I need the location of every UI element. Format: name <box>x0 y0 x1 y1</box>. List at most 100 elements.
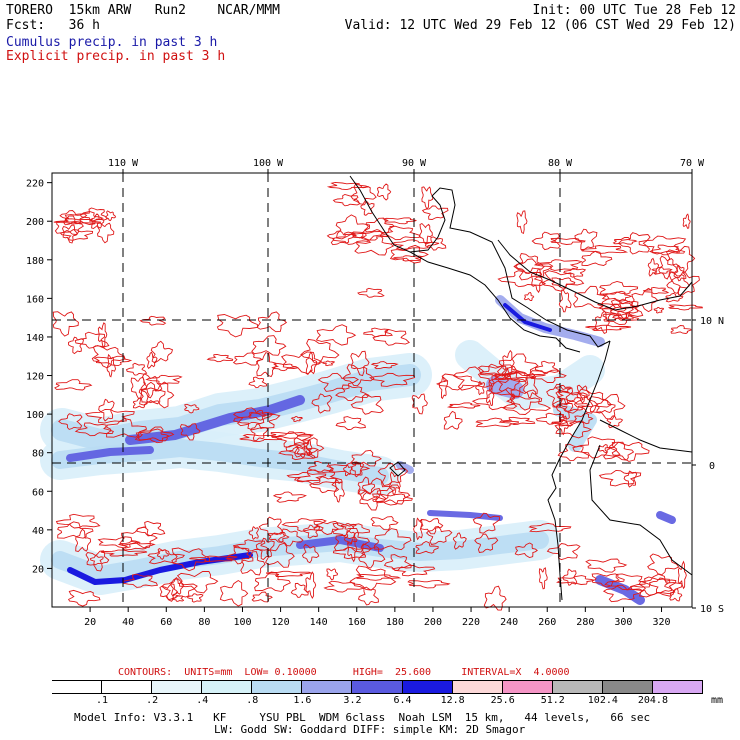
explicit-contour <box>389 244 429 264</box>
explicit-contour <box>184 403 200 414</box>
explicit-contour <box>342 464 353 477</box>
explicit-contour <box>598 469 642 487</box>
coast-south-america <box>547 340 611 601</box>
model-info-line1: Model Info: V3.3.1 KF YSU PBL WDM 6class… <box>74 711 651 724</box>
explicit-contour <box>265 570 313 577</box>
explicit-contour <box>305 351 317 375</box>
precip-band <box>66 446 154 462</box>
explicit-contour <box>550 419 577 427</box>
explicit-contour <box>350 461 365 478</box>
explicit-contour <box>516 210 528 235</box>
explicit-contour <box>596 302 640 312</box>
colorbar-label: .4 <box>196 695 209 706</box>
explicit-contour <box>682 213 691 229</box>
colorbar-swatch <box>402 681 453 693</box>
coast-south-america-east <box>599 419 693 453</box>
explicit-contour <box>581 250 613 266</box>
lat-label: 10 S <box>700 604 724 615</box>
explicit-contour <box>179 423 201 441</box>
explicit-contour <box>373 528 412 551</box>
explicit-contour <box>623 470 638 488</box>
colorbar-label: 51.2 <box>540 695 565 706</box>
colorbar-swatch <box>652 681 703 693</box>
explicit-contour <box>63 211 104 225</box>
explicit-contour <box>248 526 259 540</box>
explicit-contour <box>573 388 613 414</box>
explicit-contour <box>611 441 650 462</box>
explicit-contour <box>326 181 369 191</box>
explicit-contour <box>331 231 372 245</box>
explicit-contour <box>497 373 521 392</box>
x-tick-label: 180 <box>386 617 404 628</box>
y-tick-label: 100 <box>26 410 44 421</box>
explicit-contour <box>251 335 287 356</box>
explicit-contour <box>501 395 552 415</box>
explicit-contour <box>139 315 167 326</box>
explicit-contour <box>594 310 610 334</box>
explicit-contour <box>216 314 258 338</box>
explicit-contour <box>305 571 317 600</box>
explicit-contour <box>489 365 528 398</box>
explicit-contour <box>290 416 303 422</box>
explicit-contour <box>350 393 384 415</box>
explicit-contour <box>514 542 538 558</box>
explicit-contour <box>240 551 266 576</box>
explicit-contour <box>546 383 574 408</box>
explicit-contour <box>134 428 171 444</box>
explicit-contour <box>74 422 114 437</box>
explicit-contour <box>375 484 411 505</box>
explicit-contour <box>677 560 687 590</box>
explicit-contour <box>483 585 507 611</box>
colorbar-swatch <box>552 681 603 693</box>
explicit-contour <box>232 352 263 366</box>
explicit-contour <box>350 183 377 205</box>
explicit-contour <box>531 231 561 251</box>
explicit-contour <box>531 268 543 294</box>
valid-time: Valid: 12 UTC Wed 29 Feb 12 (06 CST Wed … <box>344 18 736 33</box>
precip-band <box>595 575 645 605</box>
explicit-contour <box>256 352 277 378</box>
y-tick-label: 160 <box>26 294 44 305</box>
explicit-contour <box>665 292 684 303</box>
explicit-contour <box>390 239 440 250</box>
explicit-contour <box>498 416 536 425</box>
explicit-contour <box>617 232 651 255</box>
explicit-contour <box>667 304 704 311</box>
explicit-contour <box>97 536 141 549</box>
explicit-contour <box>189 555 238 562</box>
legend-explicit: Explicit precip. in past 3 h <box>6 49 226 64</box>
explicit-contour <box>91 345 126 369</box>
explicit-contour <box>647 553 680 576</box>
explicit-contours <box>52 181 704 611</box>
explicit-contour <box>55 513 101 529</box>
explicit-contour <box>602 313 640 326</box>
explicit-contour <box>558 289 572 313</box>
explicit-contour <box>97 322 108 349</box>
explicit-contour <box>145 374 183 385</box>
x-tick-label: 20 <box>84 617 96 628</box>
explicit-contour <box>598 443 611 454</box>
explicit-contour <box>513 258 554 281</box>
precip-band <box>656 511 676 524</box>
colorbar-swatch <box>252 681 303 693</box>
x-tick-label: 200 <box>424 617 442 628</box>
lon-label: 100 W <box>253 158 284 169</box>
border-andes <box>589 444 693 576</box>
explicit-contour <box>421 205 449 220</box>
explicit-contour <box>538 567 548 590</box>
explicit-contour <box>515 252 545 274</box>
explicit-contour <box>301 543 320 564</box>
explicit-contour <box>572 436 621 459</box>
x-tick-label: 60 <box>160 617 172 628</box>
y-tick-label: 40 <box>32 526 44 537</box>
precip-band <box>125 395 305 445</box>
explicit-contour <box>332 546 372 560</box>
model-title: TORERO 15km ARW Run2 NCAR/MMM <box>6 3 280 18</box>
explicit-contour <box>599 281 639 295</box>
explicit-contour <box>311 393 333 414</box>
y-tick-label: 140 <box>26 333 44 344</box>
map-frame <box>51 172 693 608</box>
explicit-contour <box>125 362 148 376</box>
explicit-contour <box>591 573 625 588</box>
explicit-contour <box>425 526 453 546</box>
